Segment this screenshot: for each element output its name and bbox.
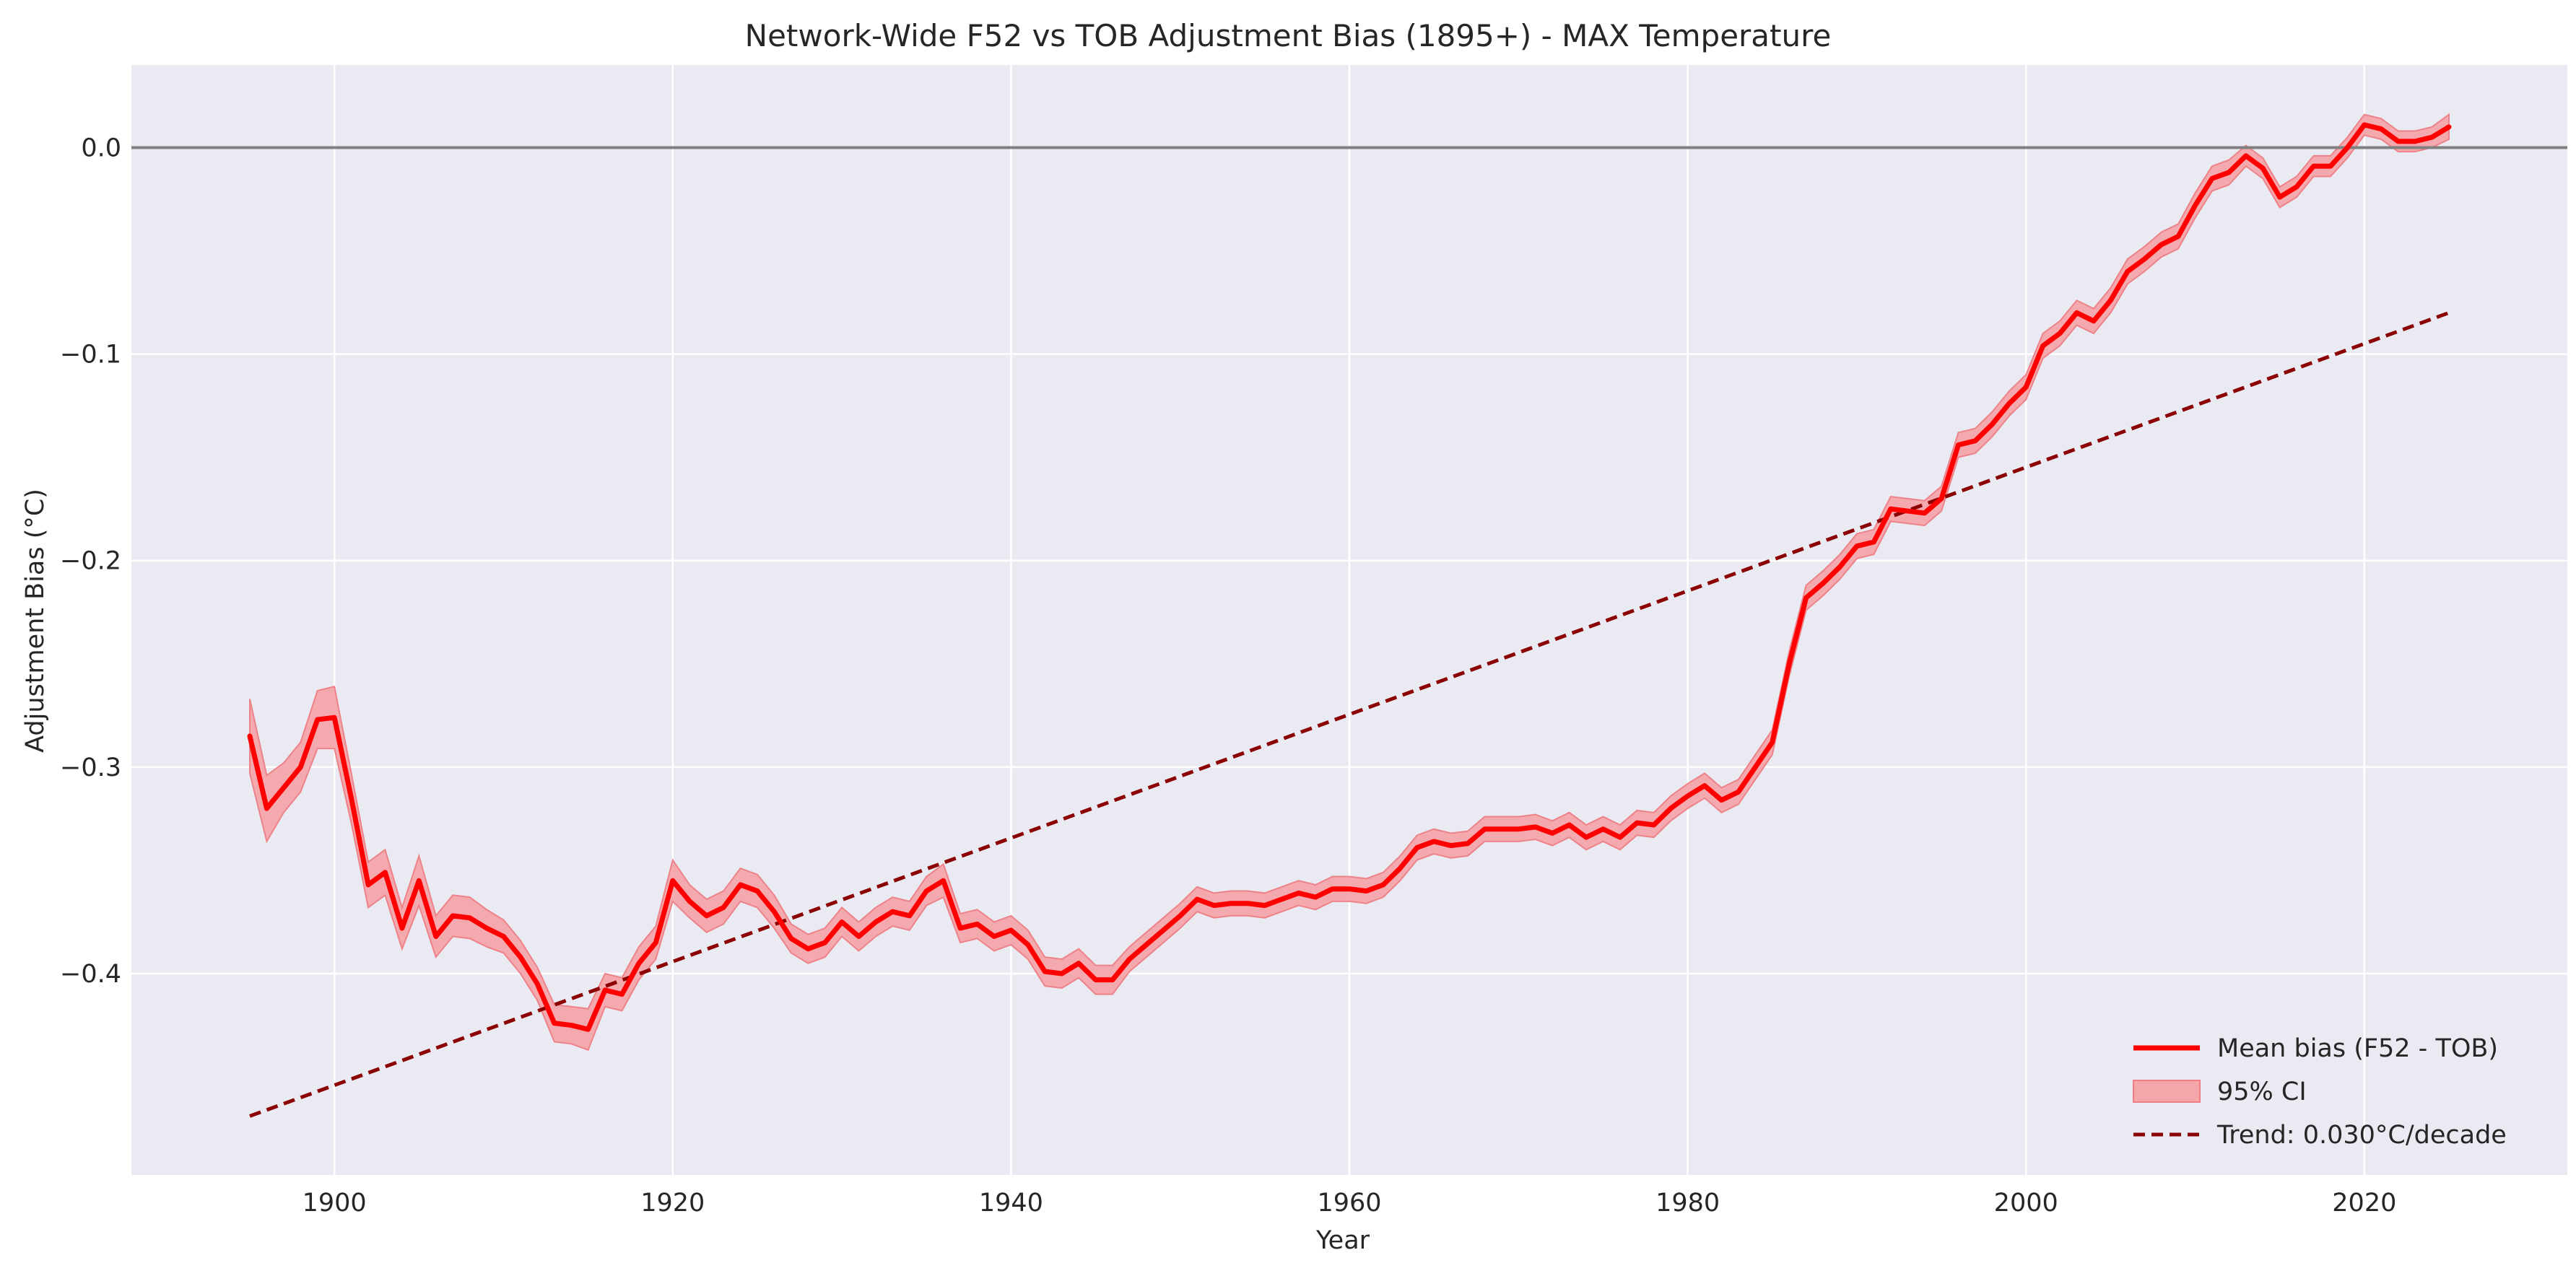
legend-swatch-ci xyxy=(2133,1080,2201,1103)
x-tick-label: 1900 xyxy=(303,1189,367,1218)
x-tick-label: 1960 xyxy=(1317,1189,1381,1218)
legend: Mean bias (F52 - TOB) 95% CI Trend: 0.030°… xyxy=(2133,1034,2507,1150)
x-tick-label: 2020 xyxy=(2332,1189,2396,1218)
x-tick-label: 2000 xyxy=(1994,1189,2058,1218)
x-axis-label: Year xyxy=(1315,1226,1370,1255)
x-tick-label: 1920 xyxy=(640,1189,705,1218)
trend-line xyxy=(249,311,2450,1118)
chart-title: Network-Wide F52 vs TOB Adjustment Bias … xyxy=(745,18,1832,53)
legend-label: Mean bias (F52 - TOB) xyxy=(2217,1034,2498,1063)
y-tick-label: −0.2 xyxy=(60,547,121,576)
mean-bias-line xyxy=(247,122,2452,1032)
y-tick-label: −0.3 xyxy=(60,753,121,782)
legend-label: 95% CI xyxy=(2217,1078,2307,1106)
x-tick-label: 1940 xyxy=(979,1189,1043,1218)
plot-area: 1900 1920 1940 1960 1980 2000 2020 0.0 −0.1 −0.2 −… xyxy=(60,65,2567,1218)
y-tick-label: −0.1 xyxy=(60,341,121,370)
y-tick-label: −0.4 xyxy=(60,960,121,989)
legend-label: Trend: 0.030°C/decade xyxy=(2216,1121,2507,1150)
y-axis-label: Adjustment Bias (°C) xyxy=(21,489,50,753)
ci-band xyxy=(249,113,2450,1052)
x-tick-label: 1980 xyxy=(1655,1189,1720,1218)
y-tick-label: 0.0 xyxy=(81,134,121,162)
